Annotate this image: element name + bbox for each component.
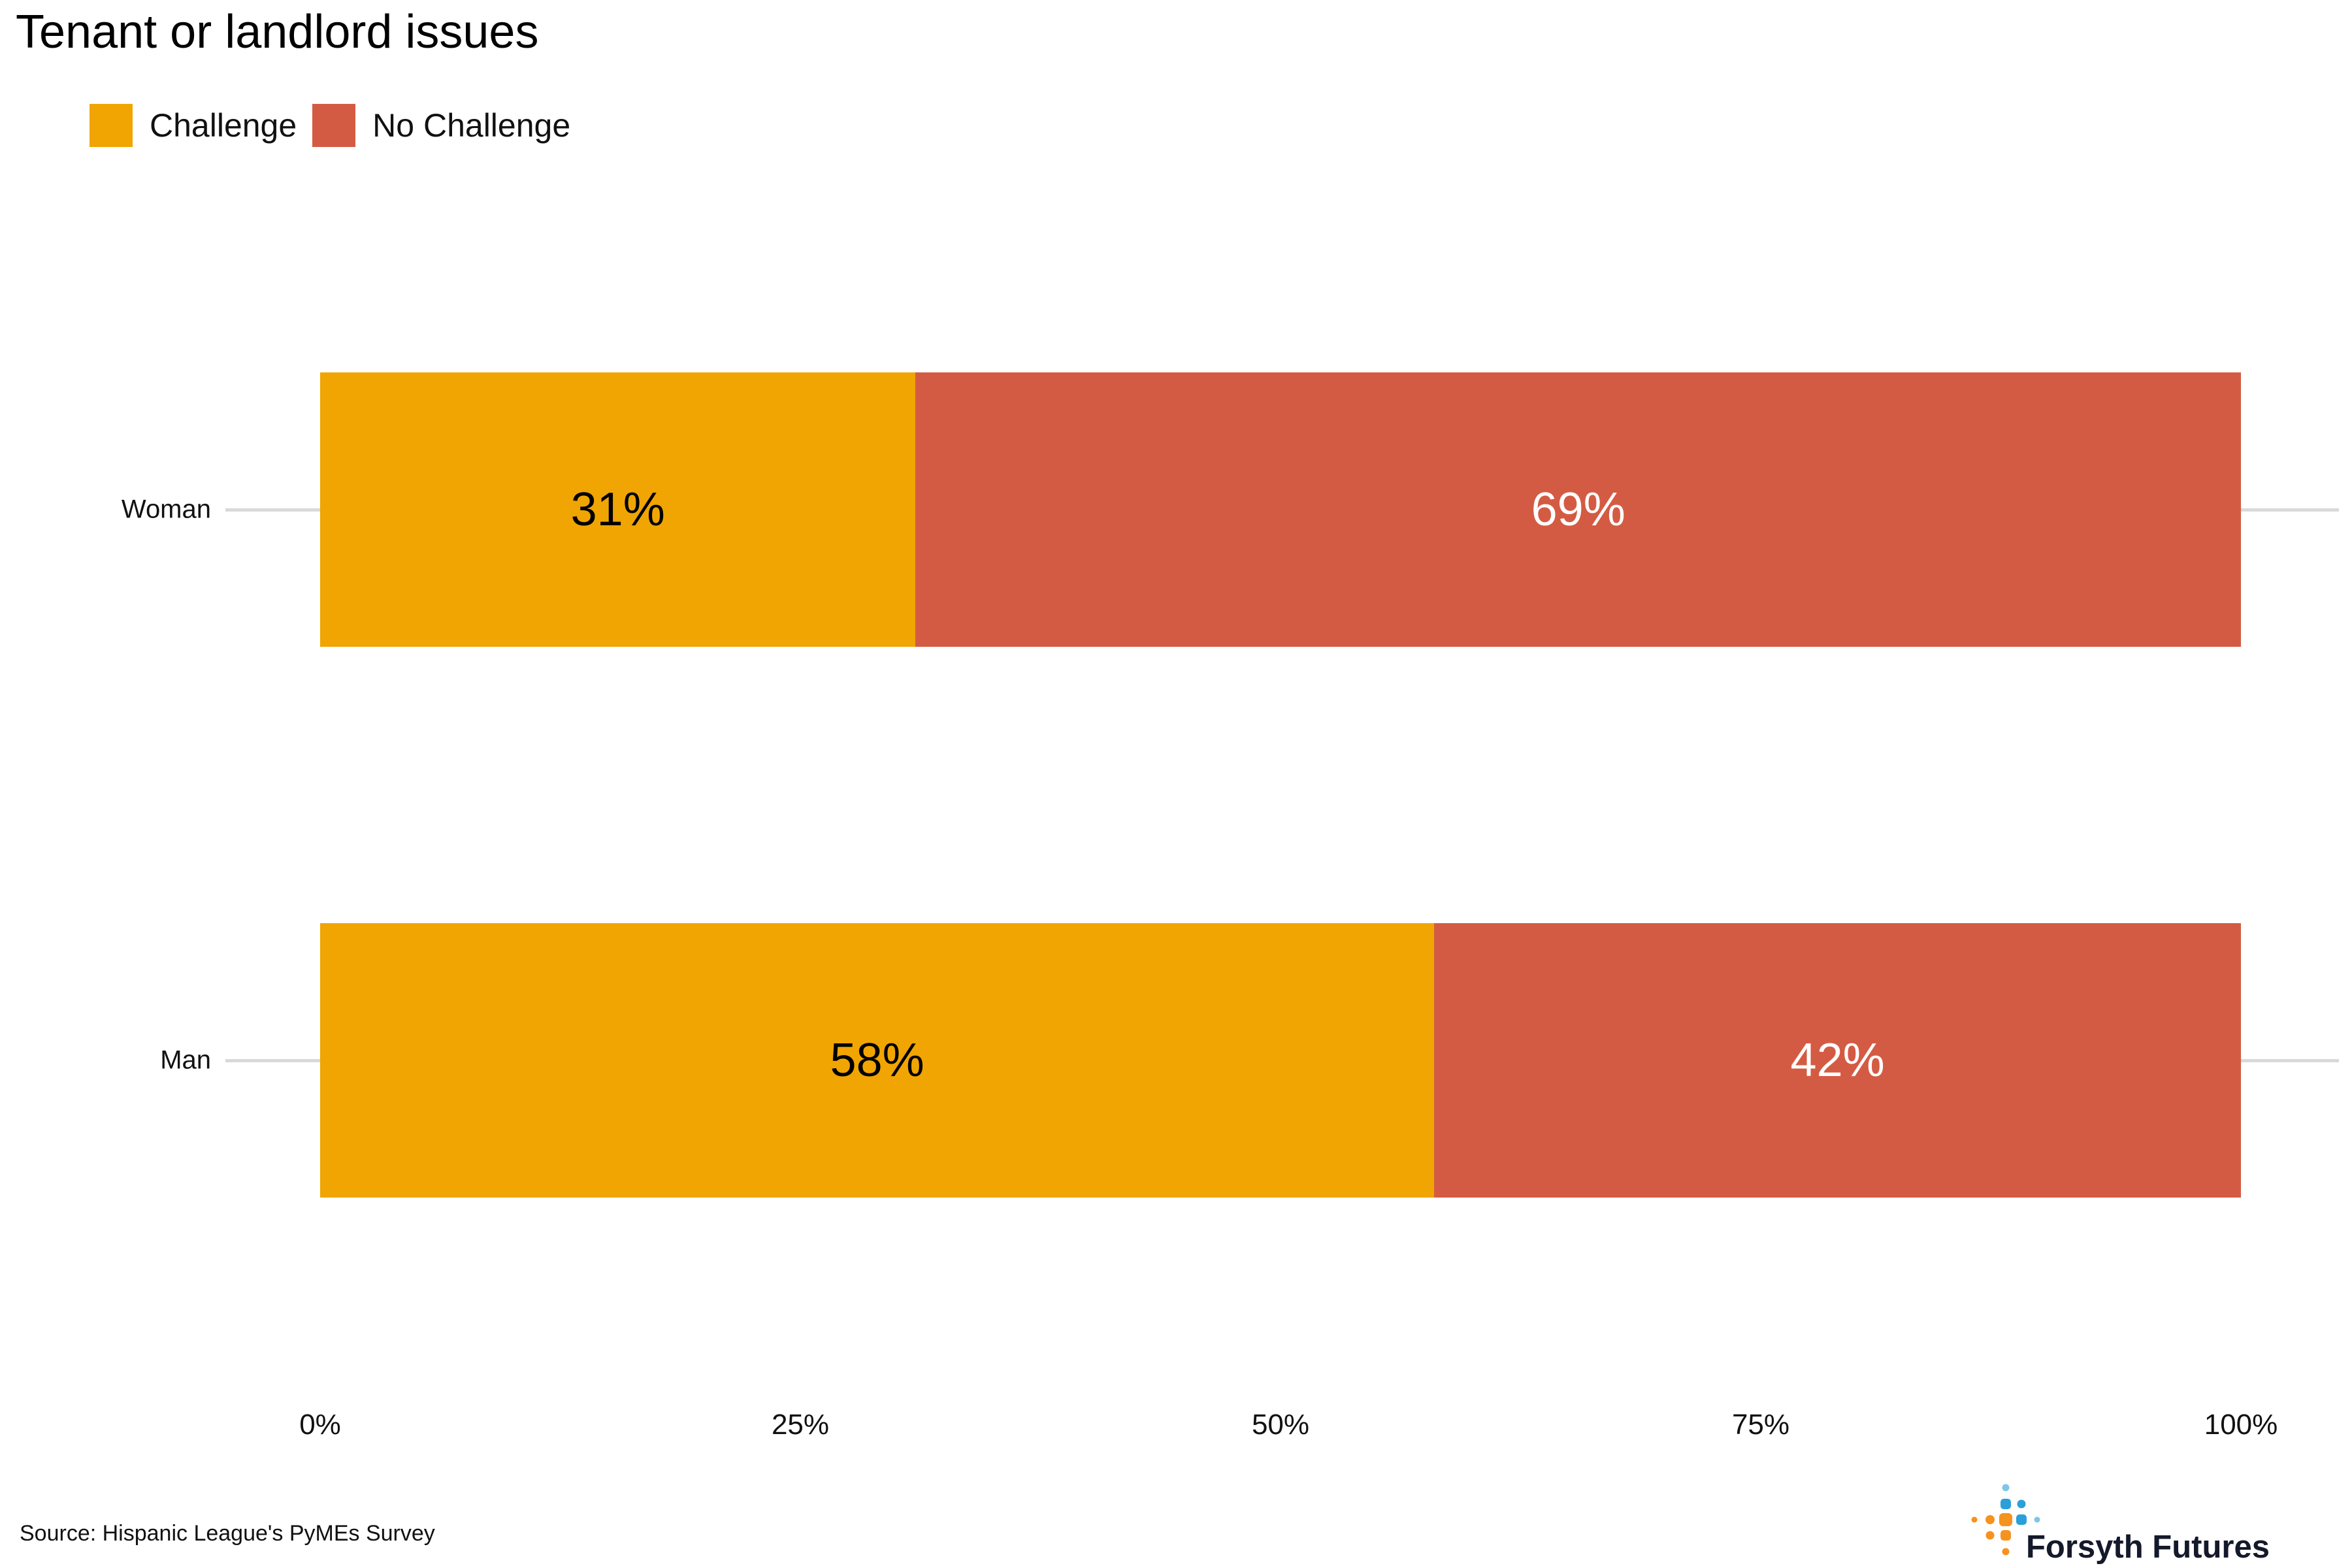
x-tick-label: 50% xyxy=(1251,1409,1310,1441)
x-axis: 0% 25% 50% 75% 100% xyxy=(0,1409,2352,1448)
legend-item-no-challenge: No Challenge xyxy=(312,104,570,147)
stacked-bar: 31% 69% xyxy=(320,372,2241,647)
segment-value-label: 58% xyxy=(830,1034,924,1086)
chart-title: Tenant or landlord issues xyxy=(16,6,539,58)
bar-segment-challenge: 31% xyxy=(320,372,916,647)
segment-value-label: 31% xyxy=(570,483,665,536)
brand-logo: Forsyth Futures xyxy=(1963,1478,2329,1565)
legend-label: Challenge xyxy=(150,107,297,144)
segment-value-label: 42% xyxy=(1790,1034,1885,1086)
x-tick-label: 0% xyxy=(299,1409,341,1441)
legend-swatch xyxy=(312,104,356,147)
legend-label: No Challenge xyxy=(372,107,571,144)
legend-item-challenge: Challenge xyxy=(90,104,297,147)
x-tick-label: 75% xyxy=(1731,1409,1790,1441)
bar-segment-no-challenge: 69% xyxy=(915,372,2241,647)
stacked-bar: 58% 42% xyxy=(320,923,2241,1198)
bar-segment-no-challenge: 42% xyxy=(1434,923,2241,1198)
x-tick-label: 100% xyxy=(2204,1409,2278,1441)
bar-segment-challenge: 58% xyxy=(320,923,1435,1198)
bar-row-woman: Woman 31% 69% xyxy=(0,372,2352,647)
legend-swatch xyxy=(90,104,133,147)
category-label-man: Man xyxy=(160,1045,211,1075)
bar-row-man: Man 58% 42% xyxy=(0,923,2352,1198)
x-tick-label: 25% xyxy=(771,1409,830,1441)
legend: Challenge No Challenge xyxy=(90,104,570,147)
brand-name: Forsyth Futures xyxy=(2026,1529,2270,1565)
logo-dots-icon xyxy=(1971,1484,2040,1556)
source-text: Source: Hispanic League's PyMEs Survey xyxy=(20,1521,435,1546)
segment-value-label: 69% xyxy=(1531,483,1625,536)
category-label-woman: Woman xyxy=(121,495,211,524)
